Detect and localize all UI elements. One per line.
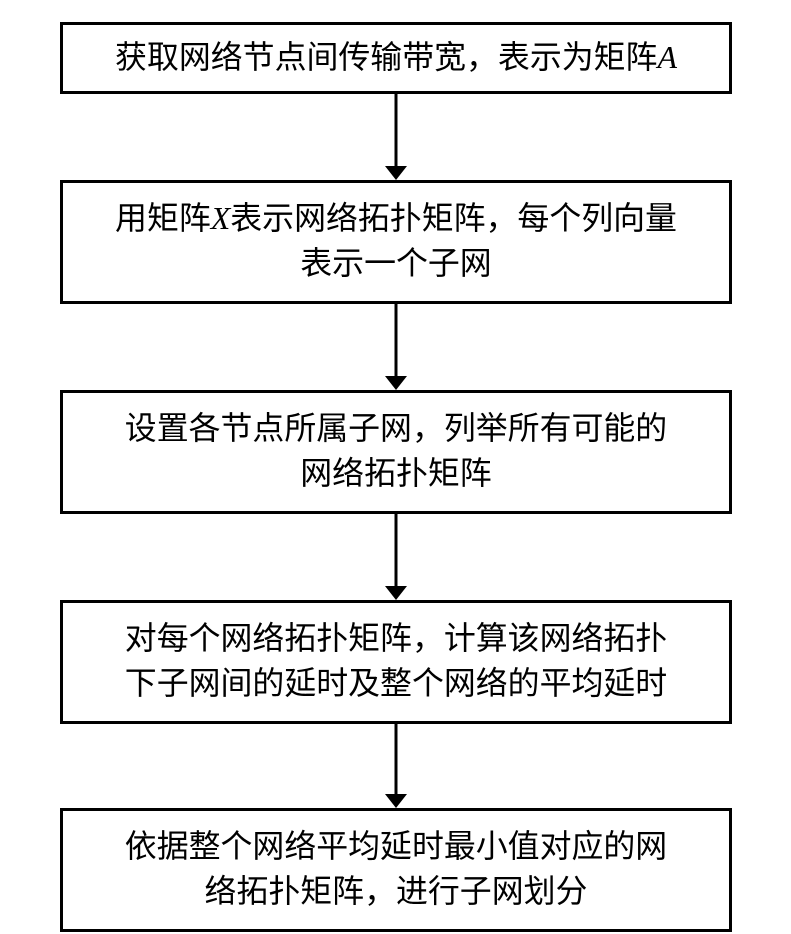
flow-arrow [383, 94, 409, 180]
flowchart-canvas: 获取网络节点间传输带宽，表示为矩阵A 用矩阵X表示网络拓扑矩阵，每个列向量表示一个… [0, 0, 791, 934]
flow-arrow [383, 724, 409, 808]
flow-node-label: 用矩阵X表示网络拓扑矩阵，每个列向量表示一个子网 [115, 197, 677, 286]
flow-node-n5: 依据整个网络平均延时最小值对应的网络拓扑矩阵，进行子网划分 [60, 808, 732, 932]
flow-node-n4: 对每个网络拓扑矩阵，计算该网络拓扑下子网间的延时及整个网络的平均延时 [60, 600, 732, 724]
flow-node-n1: 获取网络节点间传输带宽，表示为矩阵A [60, 22, 732, 94]
flow-arrow [383, 514, 409, 600]
flow-node-n2: 用矩阵X表示网络拓扑矩阵，每个列向量表示一个子网 [60, 180, 732, 304]
flow-node-label: 设置各节点所属子网，列举所有可能的网络拓扑矩阵 [125, 407, 667, 496]
flow-node-label: 依据整个网络平均延时最小值对应的网络拓扑矩阵，进行子网划分 [125, 825, 667, 914]
flow-node-label: 对每个网络拓扑矩阵，计算该网络拓扑下子网间的延时及整个网络的平均延时 [125, 617, 667, 706]
flow-arrow [383, 304, 409, 390]
flow-node-label: 获取网络节点间传输带宽，表示为矩阵A [115, 36, 677, 81]
flow-node-n3: 设置各节点所属子网，列举所有可能的网络拓扑矩阵 [60, 390, 732, 514]
